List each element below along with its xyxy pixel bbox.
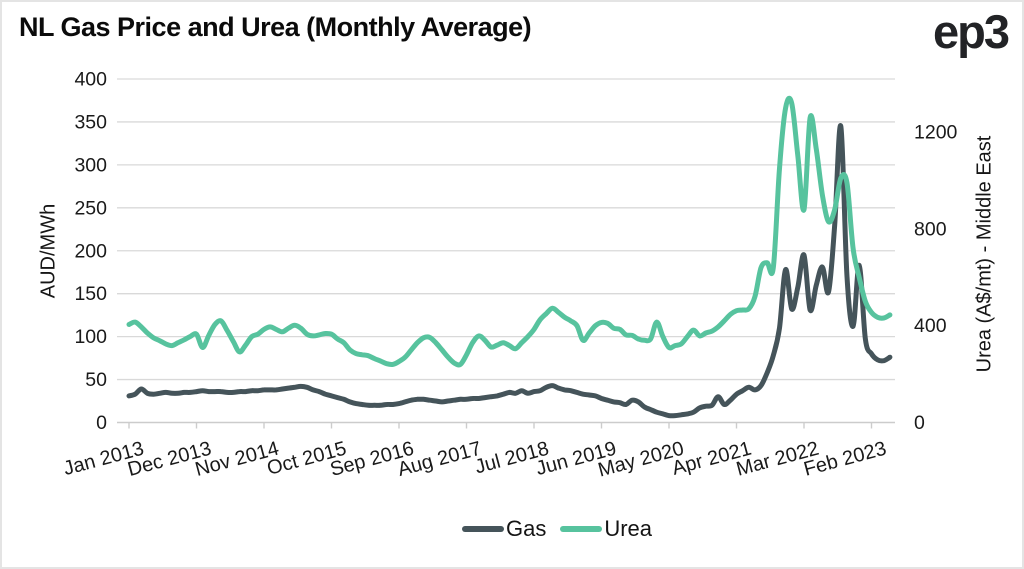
left-axis-tick-label: 0: [96, 412, 107, 434]
left-axis-tick-label: 150: [74, 283, 107, 305]
left-axis-tick-label: 100: [74, 326, 107, 348]
gas-legend-label: Gas: [505, 516, 547, 541]
urea-line-swatch: [560, 526, 603, 532]
right-axis-tick-label: 400: [914, 315, 947, 337]
urea-line-series: [126, 95, 893, 368]
chart-legend: Gas Urea: [45, 516, 1022, 542]
gas-line-swatch: [461, 526, 504, 532]
right-axis-tick-label: 0: [914, 412, 925, 434]
left-axis-tick-label: 250: [74, 197, 107, 219]
legend-item-urea: Urea: [560, 516, 652, 542]
left-axis-tick-label: 200: [74, 240, 107, 262]
left-axis-title: AUD/MWh: [37, 203, 60, 299]
chart-title: NL Gas Price and Urea (Monthly Average): [19, 12, 532, 42]
left-axis-tick-label: 400: [74, 69, 107, 91]
right-axis-title: Urea (A$/mt) - Middle East: [973, 135, 996, 373]
left-axis-tick-label: 300: [74, 154, 107, 176]
legend-item-gas: Gas: [461, 516, 547, 542]
right-axis-tick-label: 800: [914, 218, 947, 240]
left-axis-tick-label: 350: [74, 111, 107, 133]
gas-line-series: [126, 123, 893, 419]
urea-legend-label: Urea: [604, 516, 653, 541]
right-axis-tick-label: 1200: [914, 122, 958, 144]
ep3-logo: ep3: [933, 5, 1010, 58]
left-axis-tick-label: 50: [85, 369, 107, 391]
